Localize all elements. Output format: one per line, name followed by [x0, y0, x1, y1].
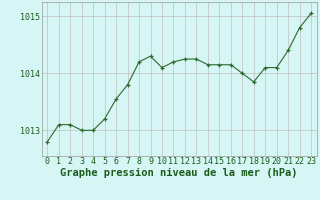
X-axis label: Graphe pression niveau de la mer (hPa): Graphe pression niveau de la mer (hPa) [60, 168, 298, 178]
